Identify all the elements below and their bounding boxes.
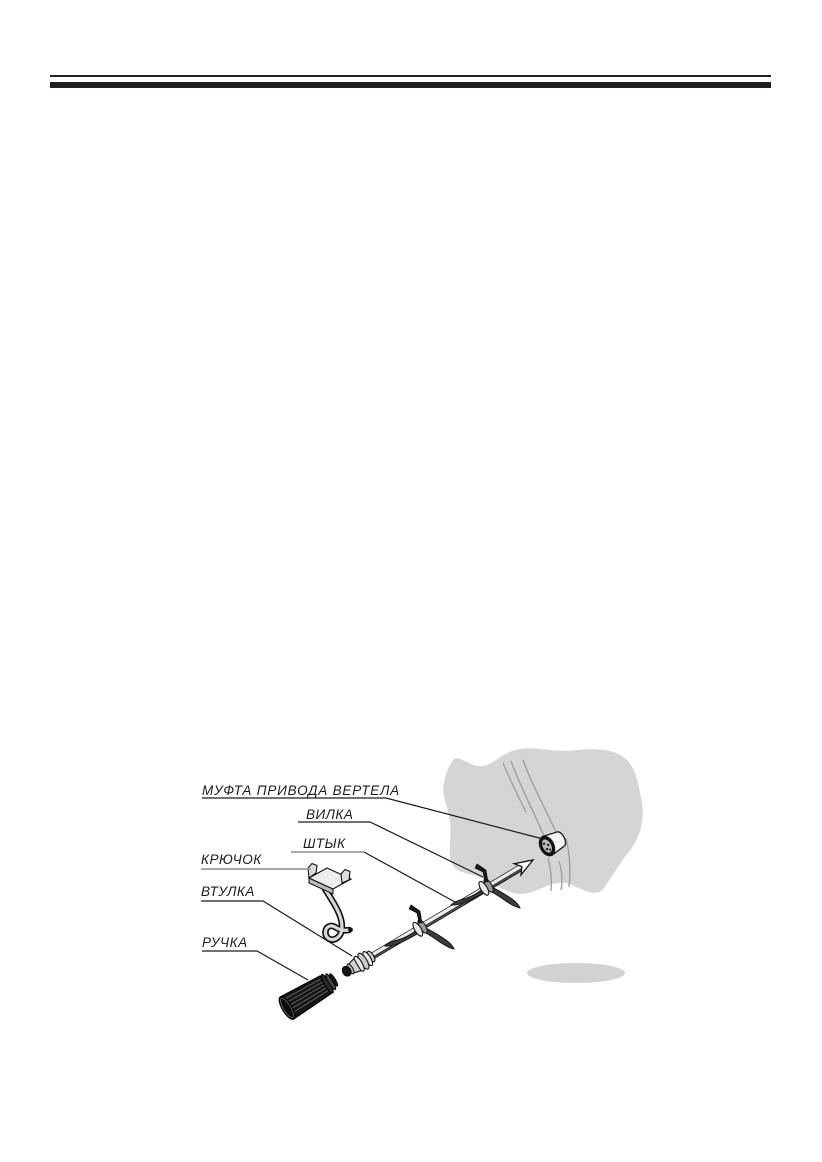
bushing-part bbox=[341, 950, 376, 977]
leader-handle bbox=[202, 950, 309, 981]
leader-spit-drive-coupling bbox=[202, 797, 544, 840]
leader-fork bbox=[298, 821, 484, 878]
label-handle: РУЧКА bbox=[202, 935, 248, 950]
label-skewer: ШТЫК bbox=[303, 836, 346, 851]
label-bushing: ВТУЛКА bbox=[201, 884, 255, 899]
label-spit-drive-coupling: МУФТА ПРИВОДА ВЕРТЕЛА bbox=[202, 783, 400, 798]
oven-wall-band-lines bbox=[502, 759, 571, 892]
header-rule-thin bbox=[50, 75, 771, 77]
header-rule-thick bbox=[50, 82, 771, 88]
leader-bushing bbox=[201, 900, 353, 957]
floor-shadow bbox=[527, 963, 625, 983]
label-fork: ВИЛКА bbox=[306, 807, 353, 822]
leader-skewer bbox=[363, 851, 456, 903]
handle-part bbox=[278, 973, 339, 1020]
leader-lines bbox=[201, 797, 544, 981]
hook-part bbox=[307, 862, 353, 943]
spit-tip-arrow bbox=[511, 859, 535, 878]
drive-coupling bbox=[538, 831, 567, 857]
oven-wall-blob bbox=[443, 748, 643, 894]
label-hook: КРЮЧОК bbox=[201, 852, 262, 867]
